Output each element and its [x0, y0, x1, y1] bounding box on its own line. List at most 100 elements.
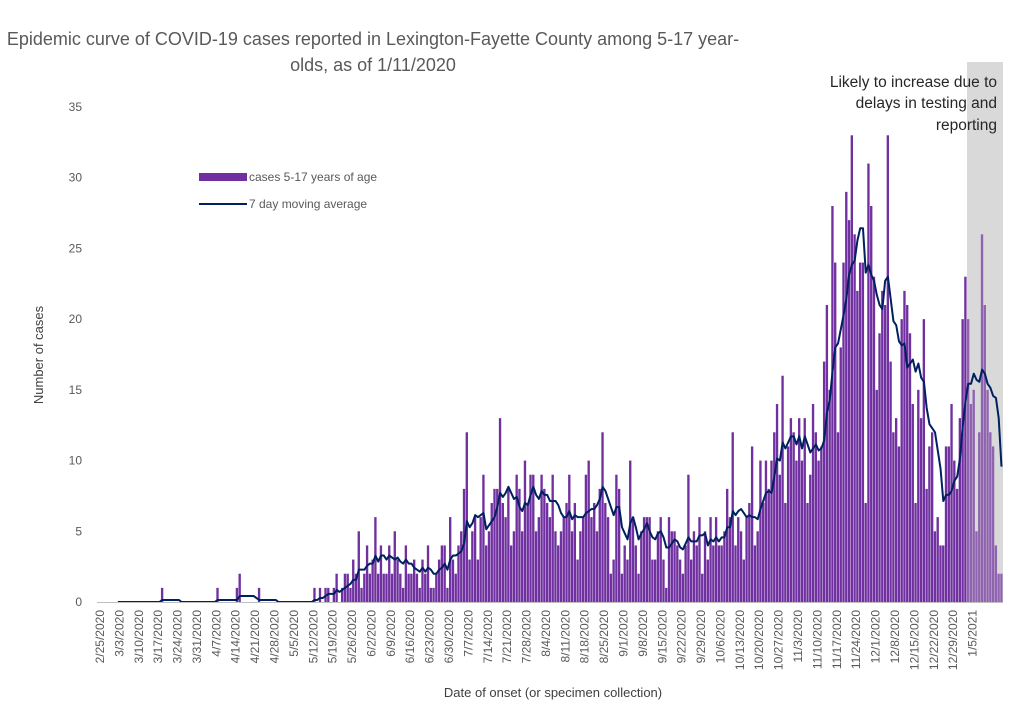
bars-group: [160, 135, 1003, 603]
bar-day: [612, 559, 615, 602]
bar-day: [665, 587, 668, 602]
bar-day: [828, 389, 831, 602]
bar-day: [936, 517, 939, 602]
bar-day: [404, 545, 408, 602]
bar-day: [845, 191, 848, 603]
bar-day: [662, 559, 665, 602]
bar-day: [340, 587, 344, 602]
bar-day: [457, 545, 460, 602]
bar-day: [515, 474, 518, 602]
bar-day: [986, 389, 989, 602]
bar-day: [368, 573, 372, 602]
moving-average-line: [117, 227, 1003, 603]
bar-day: [559, 531, 563, 602]
y-tick-label: 35: [69, 100, 83, 114]
bar-day: [257, 587, 261, 602]
bar-day: [629, 460, 632, 602]
bar-day: [160, 587, 164, 602]
x-tick-label: 9/15/2020: [655, 610, 669, 664]
bar-day: [991, 446, 995, 602]
bar-day: [529, 474, 532, 602]
x-tick-label: 3/31/2020: [190, 610, 204, 664]
bar-day: [601, 432, 604, 602]
bar-day: [651, 559, 654, 602]
bar-day: [681, 573, 685, 602]
bar-day: [922, 319, 926, 602]
bar-day: [773, 432, 776, 602]
x-tick-label: 6/30/2020: [442, 610, 456, 664]
bar-day: [894, 418, 898, 602]
bar-day: [706, 559, 709, 602]
bar-day: [767, 488, 770, 602]
bar-day: [786, 446, 790, 602]
bar-day: [648, 517, 651, 602]
legend-label-cases: cases 5-17 years of age: [249, 170, 377, 184]
bar-day: [653, 559, 657, 602]
bar-day: [958, 418, 962, 602]
bar-day: [856, 290, 859, 602]
bar-day: [803, 418, 806, 602]
bar-day: [867, 163, 870, 602]
bar-day: [709, 517, 712, 602]
bar-day: [360, 587, 363, 602]
bar-day: [454, 573, 457, 602]
bar-day: [994, 545, 998, 602]
bar-day: [806, 503, 809, 602]
x-tick-label: 7/7/2020: [461, 610, 475, 657]
x-tick-label: 4/7/2020: [209, 610, 223, 657]
x-tick-label: 12/1/2020: [869, 610, 883, 664]
bar-day: [573, 503, 577, 602]
bar-day: [834, 262, 837, 602]
bar-day: [637, 573, 640, 602]
bar-day: [881, 290, 884, 602]
bar-day: [548, 517, 552, 602]
bar-day: [809, 474, 812, 602]
bar-day: [817, 460, 820, 602]
bar-day: [512, 531, 516, 602]
bar-day: [726, 488, 729, 602]
bar-day: [925, 488, 928, 602]
bar-day: [415, 573, 419, 602]
bar-day: [540, 474, 543, 602]
bar-day: [634, 545, 637, 602]
bar-day: [964, 276, 967, 602]
x-tick-label: 9/8/2020: [636, 610, 650, 657]
x-tick-label: 6/9/2020: [384, 610, 398, 657]
legend-swatch-cases: [199, 173, 247, 181]
bar-day: [978, 432, 981, 602]
bar-day: [496, 488, 499, 602]
x-tick-label: 11/24/2020: [849, 610, 863, 669]
bar-day: [598, 488, 601, 602]
bar-day: [739, 531, 743, 602]
bar-day: [695, 545, 698, 602]
bar-day: [332, 587, 336, 602]
bar-day: [537, 517, 540, 602]
bar-day: [917, 389, 920, 602]
x-tick-label: 4/14/2020: [229, 610, 243, 664]
bar-day: [479, 517, 482, 602]
chart-title-line2: olds, as of 1/11/2020: [290, 55, 456, 75]
x-axis-title: Date of onset (or specimen collection): [444, 685, 662, 700]
bar-day: [551, 474, 554, 602]
bar-day: [554, 531, 557, 602]
bar-day: [720, 545, 723, 602]
bar-day: [526, 503, 529, 602]
bar-day: [509, 545, 513, 602]
x-tick-label: 8/4/2020: [539, 610, 553, 657]
bar-day: [424, 573, 427, 602]
y-tick-label: 5: [75, 524, 82, 538]
bar-day: [518, 488, 521, 602]
bar-day: [953, 460, 956, 602]
bar-day: [545, 503, 549, 602]
bar-day: [432, 587, 435, 602]
bar-day: [692, 531, 696, 602]
bar-day: [980, 234, 984, 603]
bar-day: [944, 446, 948, 602]
bar-day: [861, 262, 865, 602]
bar-day: [626, 559, 629, 602]
y-tick-label: 25: [69, 241, 83, 255]
bar-day: [473, 517, 477, 602]
bar-day: [579, 531, 582, 602]
bar-day: [703, 531, 707, 602]
